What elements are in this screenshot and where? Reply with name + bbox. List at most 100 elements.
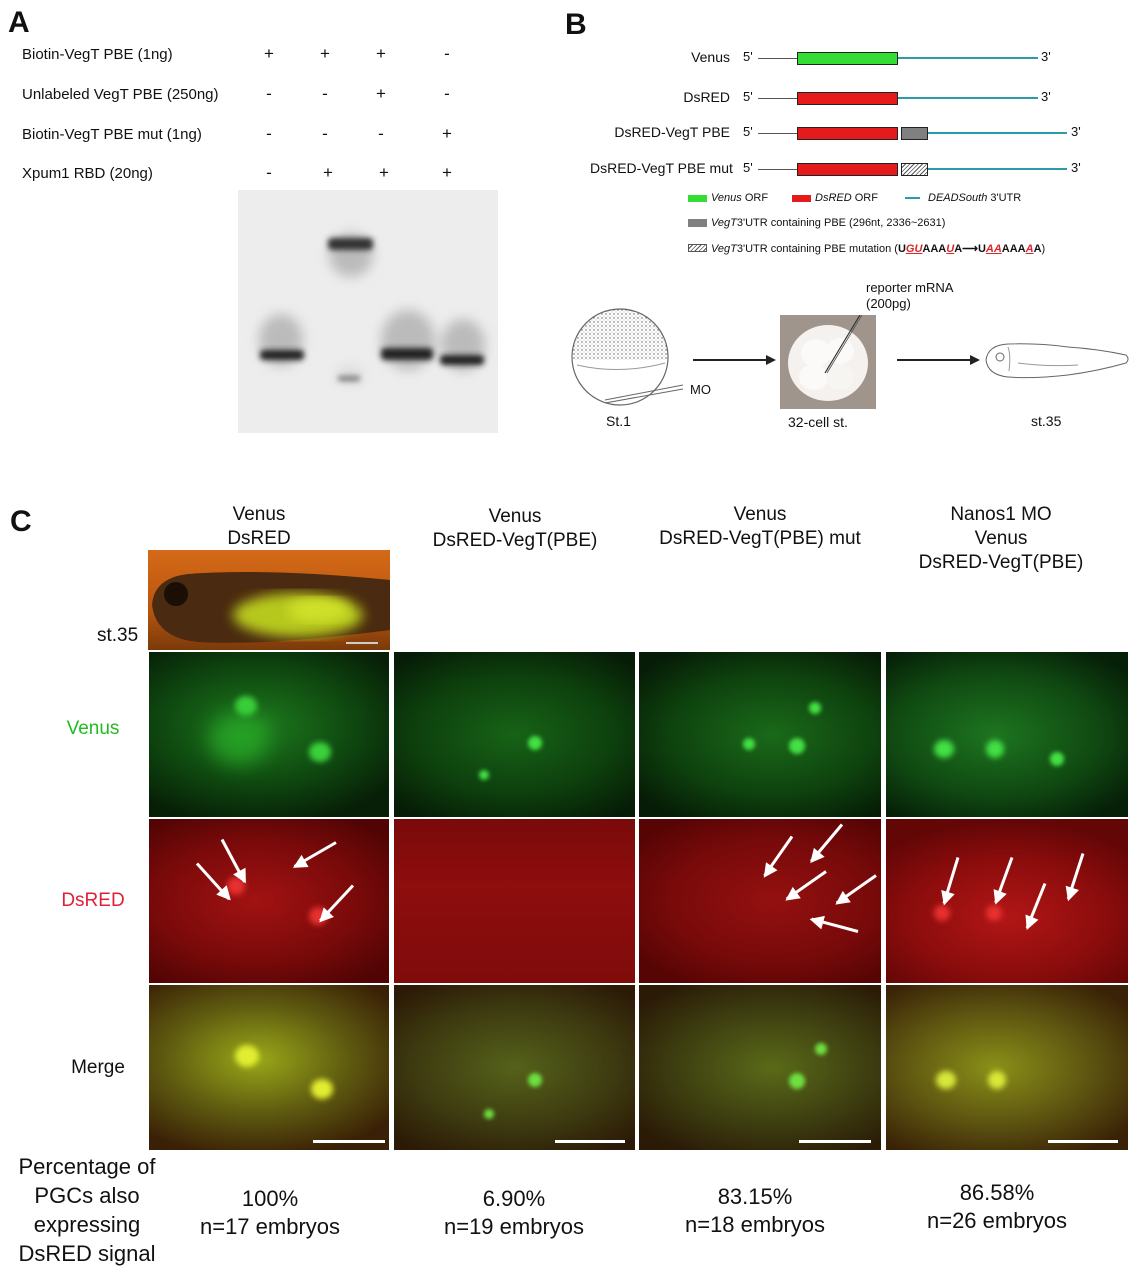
egg-st1-drawing	[571, 308, 684, 406]
legend-swatch-pbe-mut	[688, 244, 707, 252]
mrna-label: reporter mRNA (200pg)	[866, 280, 954, 311]
sign: +	[442, 124, 452, 143]
right-arrow-icon: ⟶	[962, 243, 978, 255]
merge-image-col2	[393, 984, 636, 1151]
result-col2: 6.90% n=19 embryos	[443, 1186, 585, 1239]
legend-dsred: DsRED ORF	[815, 192, 878, 204]
merge-image-col4	[885, 984, 1129, 1151]
legend-venus: Venus ORF	[711, 192, 769, 204]
dsred-orf-box	[797, 163, 898, 176]
arrow-icon	[693, 355, 776, 365]
five-prime: 5'	[743, 89, 753, 104]
construct-line	[758, 98, 798, 99]
construct-line	[758, 169, 798, 170]
utr-line	[928, 132, 1067, 134]
construct-label: DsRED-VegT PBE mut	[590, 160, 733, 176]
sign: -	[322, 124, 328, 143]
construct-label: Venus	[691, 49, 730, 65]
sign: +	[376, 44, 386, 63]
scale-bar	[1048, 1140, 1118, 1143]
dsred-image-col1	[148, 818, 390, 984]
row-label: Unlabeled VegT PBE (250ng)	[22, 86, 219, 103]
sign: +	[323, 163, 333, 182]
five-prime: 5'	[743, 124, 753, 139]
construct-label: DsRED	[683, 89, 730, 105]
three-prime: 3'	[1041, 89, 1051, 104]
utr-line	[898, 57, 1038, 59]
result-col4: 86.58% n=26 embryos	[926, 1180, 1068, 1233]
merge-image-col1	[148, 984, 390, 1151]
gel-bands	[238, 190, 498, 433]
venus-image-col2	[393, 651, 636, 818]
legend-swatch-pbe	[688, 219, 707, 227]
construct-label: DsRED-VegT PBE	[614, 124, 730, 140]
five-prime: 5'	[743, 49, 753, 64]
percentage-label: Percentage of PGCs also expressing DsRED…	[18, 1154, 156, 1266]
venus-image-col4	[885, 651, 1129, 818]
tadpole-overview-photo	[148, 550, 390, 650]
scale-bar	[799, 1140, 871, 1143]
dsred-orf-box	[797, 92, 898, 105]
three-prime: 3'	[1071, 124, 1081, 139]
panel-b-letter: B	[565, 8, 587, 41]
sign: -	[444, 44, 450, 63]
result-col1: 100% n=17 embryos	[199, 1186, 341, 1239]
row-label: Biotin-VegT PBE mut (1ng)	[22, 126, 202, 143]
embryo-32-cell-photo	[780, 314, 876, 409]
sign: +	[376, 84, 386, 103]
sign: -	[378, 124, 384, 143]
mo-label: MO	[690, 382, 711, 397]
gel-shift-blot	[238, 190, 498, 433]
utr-line	[898, 97, 1038, 99]
result-col3: 83.15% n=18 embryos	[684, 1184, 826, 1237]
arrow-icon	[897, 355, 980, 365]
construct-line	[758, 133, 798, 134]
vegt-pbe-mut-box	[901, 163, 928, 176]
legend-pbe-mut: VegT3'UTR containing PBE mutation (UGUAA…	[711, 243, 1046, 255]
row-label: Xpum1 RBD (20ng)	[22, 165, 153, 182]
three-prime: 3'	[1071, 160, 1081, 175]
legend-deadsouth: DEADSouth 3'UTR	[928, 192, 1022, 204]
column-header: Venus DsRED	[227, 504, 291, 549]
five-prime: 5'	[743, 160, 753, 175]
sign: +	[264, 44, 274, 63]
st35-label: st.35	[1031, 413, 1062, 429]
row-label-dsred: DsRED	[61, 890, 125, 911]
column-header: Nanos1 MO Venus DsRED-VegT(PBE)	[918, 504, 1084, 573]
scale-bar	[313, 1140, 385, 1143]
column-header: Venus DsRED-VegT(PBE)	[432, 506, 598, 551]
sign: -	[266, 124, 272, 143]
three-prime: 3'	[1041, 49, 1051, 64]
row-label-merge: Merge	[71, 1057, 125, 1078]
panel-c-letter: C	[10, 505, 32, 538]
cell32-label: 32-cell st.	[788, 414, 848, 430]
row-label-venus: Venus	[66, 718, 120, 739]
sign: +	[442, 163, 452, 182]
venus-image-col1	[148, 651, 390, 818]
venus-image-col3	[638, 651, 882, 818]
row-label: Biotin-VegT PBE (1ng)	[22, 46, 173, 63]
legend-swatch-utr	[905, 197, 920, 199]
construct-line	[758, 58, 798, 59]
sign: +	[320, 44, 330, 63]
vegt-pbe-box	[901, 127, 928, 140]
stage-label: st.35	[97, 625, 139, 646]
utr-line	[928, 168, 1067, 170]
dsred-image-col2	[393, 818, 636, 984]
legend-swatch-venus	[688, 195, 707, 202]
dsred-image-col4	[885, 818, 1129, 984]
legend-pbe: VegT3'UTR containing PBE (296nt, 2336~26…	[711, 217, 946, 229]
sign: -	[266, 163, 272, 182]
venus-orf-box	[797, 52, 898, 65]
sign: -	[266, 84, 272, 103]
dsred-orf-box	[797, 127, 898, 140]
sign: +	[379, 163, 389, 182]
column-header: Venus DsRED-VegT(PBE) mut	[659, 504, 861, 549]
legend-swatch-dsred	[792, 195, 811, 202]
sign: -	[444, 84, 450, 103]
panel-a-letter: A	[8, 6, 30, 39]
scale-bar	[555, 1140, 625, 1143]
st1-label: St.1	[606, 413, 631, 429]
merge-image-col3	[638, 984, 882, 1151]
sign: -	[322, 84, 328, 103]
